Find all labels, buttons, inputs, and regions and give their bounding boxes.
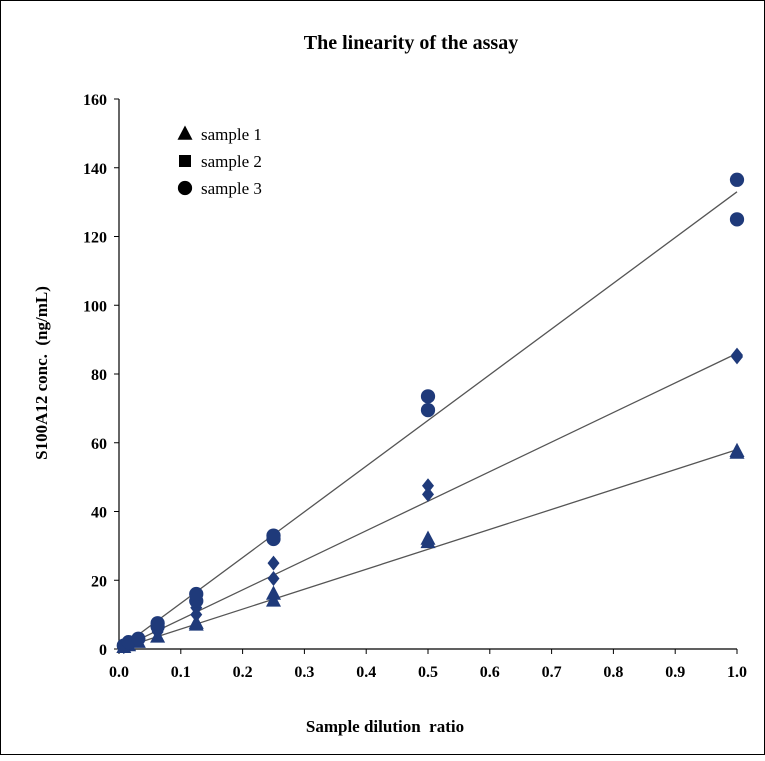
y-axis-label: S100A12 conc. (ng/mL) bbox=[32, 286, 51, 460]
x-tick-label: 0.3 bbox=[294, 664, 314, 681]
legend-marker-triangle bbox=[177, 125, 193, 140]
data-point bbox=[420, 530, 436, 545]
series-3 bbox=[116, 172, 745, 653]
fit-line-1 bbox=[118, 449, 738, 650]
y-tick-label: 20 bbox=[91, 573, 107, 590]
x-tick-label: 0.4 bbox=[356, 664, 376, 681]
x-tick-label: 0.6 bbox=[480, 664, 500, 681]
data-point bbox=[266, 528, 281, 543]
data-point bbox=[422, 478, 434, 494]
y-tick-label: 140 bbox=[83, 161, 107, 178]
x-tick-label: 0.0 bbox=[109, 664, 129, 681]
legend-label: sample 3 bbox=[201, 179, 262, 198]
x-tick-label: 0.7 bbox=[542, 664, 562, 681]
data-point bbox=[422, 486, 434, 502]
data-point bbox=[420, 389, 436, 404]
series-1 bbox=[116, 442, 745, 653]
fit-lines bbox=[118, 191, 738, 650]
data-point bbox=[131, 631, 146, 646]
data-point bbox=[267, 571, 280, 587]
legend-label: sample 2 bbox=[201, 152, 262, 171]
data-point bbox=[267, 555, 280, 571]
x-tick-label: 0.8 bbox=[603, 664, 623, 681]
y-tick-label: 80 bbox=[91, 367, 107, 384]
fit-line-3 bbox=[118, 191, 738, 650]
y-tick-label: 160 bbox=[83, 92, 107, 109]
y-tick-label: 60 bbox=[91, 436, 107, 453]
legend-marker-square bbox=[179, 155, 191, 167]
x-tick-label: 1.0 bbox=[727, 664, 747, 681]
y-tick-label: 100 bbox=[83, 298, 107, 315]
data-point bbox=[731, 347, 743, 363]
x-axis-label: Sample dilution ratio bbox=[306, 717, 464, 736]
data-point bbox=[729, 172, 745, 187]
data-point bbox=[150, 616, 165, 631]
x-tick-label: 0.2 bbox=[233, 664, 253, 681]
y-tick-label: 120 bbox=[83, 230, 107, 247]
x-tick-label: 0.1 bbox=[171, 664, 191, 681]
data-points bbox=[116, 172, 745, 655]
axes: 0 20 40 60 80 100 120 140 160 0.0 0.1 0.2 0.3 0.4 0.5 0… bbox=[83, 92, 747, 681]
y-tick-label: 40 bbox=[91, 505, 107, 522]
data-point bbox=[420, 402, 436, 418]
data-point bbox=[266, 585, 281, 600]
data-point bbox=[729, 212, 745, 227]
x-tick-label: 0.9 bbox=[665, 664, 685, 681]
legend-marker-circle bbox=[177, 180, 193, 196]
legend-label: sample 1 bbox=[201, 125, 262, 144]
data-point bbox=[189, 586, 204, 602]
y-tick-label: 0 bbox=[99, 642, 107, 659]
x-tick-label: 0.5 bbox=[418, 664, 438, 681]
legend: sample 1 sample 2 sample 3 bbox=[177, 125, 262, 198]
chart-title: The linearity of the assay bbox=[304, 32, 518, 54]
data-point bbox=[729, 442, 745, 458]
